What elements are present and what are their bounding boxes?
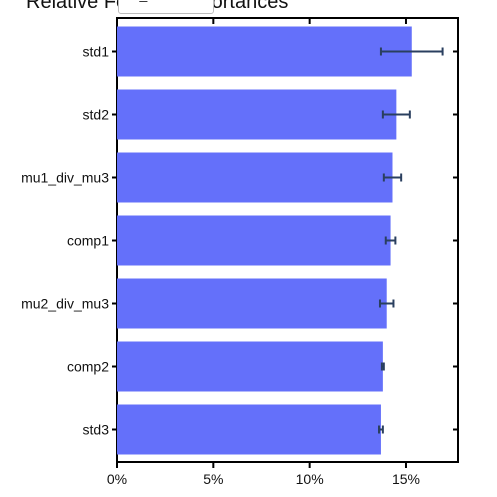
bar-comp1 [117, 215, 391, 266]
y-tick-label-std1: std1 [83, 44, 110, 60]
bar-std1 [117, 26, 412, 77]
y-tick-label-mu1_div_mu3: mu1_div_mu3 [21, 170, 109, 186]
dataset-dropdown-value: rf_rdc [131, 0, 167, 2]
y-tick-label-std2: std2 [83, 107, 110, 123]
error-bar-comp2 [380, 362, 385, 371]
bar-mu2_div_mu3 [117, 278, 387, 329]
error-bar-std1 [379, 47, 444, 56]
x-axis: 0% 5% 10% 15% [107, 18, 420, 487]
y-tick-label-comp2: comp2 [67, 359, 109, 375]
x-tick-label: 15% [392, 471, 420, 487]
bar-std2 [117, 89, 397, 140]
dataset-dropdown[interactable]: rf_rdc [118, 0, 214, 14]
error-bar-mu1_div_mu3 [382, 173, 403, 182]
error-bar-std3 [378, 425, 384, 434]
error-bar-mu2_div_mu3 [378, 299, 395, 308]
bar-mu1_div_mu3 [117, 152, 393, 203]
y-tick-label-comp1: comp1 [67, 233, 109, 249]
x-tick-label: 5% [203, 471, 223, 487]
bar-std3 [117, 404, 381, 455]
error-bars-group [378, 47, 444, 434]
x-tick-label: 0% [107, 471, 127, 487]
y-axis: std1 std2 mu1_div_mu3 comp1 mu2_div_mu3 comp2… [21, 44, 458, 438]
error-bar-std2 [381, 110, 411, 119]
x-tick-label: 10% [296, 471, 324, 487]
y-tick-label-std3: std3 [83, 422, 110, 438]
error-bar-comp1 [384, 236, 397, 245]
y-tick-label-mu2_div_mu3: mu2_div_mu3 [21, 296, 109, 312]
bar-comp2 [117, 341, 383, 392]
bars-group [117, 26, 412, 455]
